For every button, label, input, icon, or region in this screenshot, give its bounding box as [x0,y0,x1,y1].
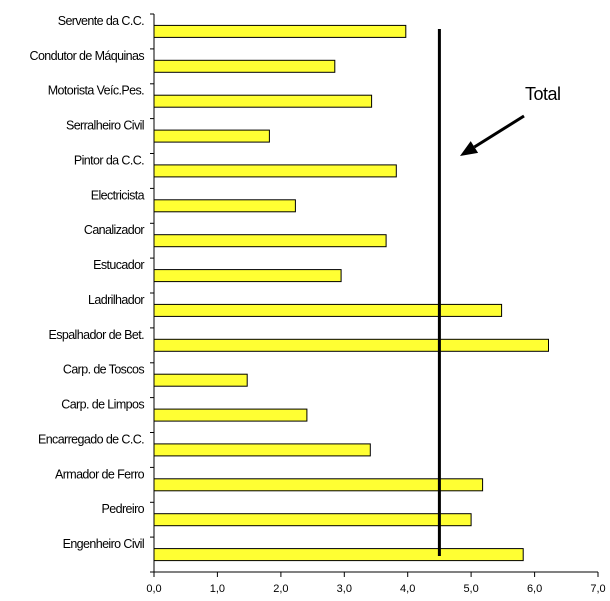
category-label: Ladrilhador [88,293,144,307]
bar [153,94,373,108]
category-label: Armador de Ferro [55,467,145,481]
bar [153,199,296,213]
total-arrow-icon [473,114,525,149]
bar [153,269,342,283]
bar [153,338,549,352]
category-label: Engenheiro Civil [63,537,144,551]
bar [153,24,407,38]
x-tick-label: 2,0 [273,583,288,595]
bar [153,443,371,457]
category-label: Pintor da C.C. [74,153,144,167]
bar [153,373,248,387]
x-axis-ticks: 0,0 1,0 2,0 3,0 4,0 5,0 6,0 7,0 [146,572,606,595]
x-tick-label: 1,0 [210,583,225,595]
x-tick-label: 5,0 [463,583,478,595]
bar [153,478,484,492]
category-label: Condutor de Máquinas [30,49,145,63]
category-label: Carp. de Limpos [61,398,144,412]
bars-group [153,24,549,562]
x-tick-label: 7,0 [590,583,605,595]
bar [153,164,397,178]
category-label: Encarregado de C.C. [38,432,144,446]
bar [153,303,503,317]
x-tick-label: 4,0 [400,583,415,595]
total-annotation: Total [525,84,561,104]
bar [153,548,524,562]
bar [153,513,472,527]
arrow-head-icon [460,141,479,156]
x-tick-label: 0,0 [146,583,161,595]
bar [153,129,270,143]
category-label: Estucador [93,258,144,272]
bar [153,234,387,248]
x-tick-label: 6,0 [527,583,542,595]
bar [153,59,336,73]
y-axis-ticks [150,13,154,573]
bar [153,408,308,422]
category-label: Carp. de Toscos [63,363,144,377]
category-label: Servente da C.C. [58,14,144,28]
category-label: Motorista Veíc.Pes. [48,84,144,98]
category-label: Espalhador de Bet. [48,328,144,342]
category-label: Pedreiro [102,502,145,516]
category-label: Canalizador [84,223,145,237]
category-label: Electricista [91,188,145,202]
category-labels: Servente da C.C. Condutor de Máquinas Moto… [30,14,146,551]
category-label: Serralheiro Civil [66,119,144,133]
x-tick-label: 3,0 [337,583,352,595]
